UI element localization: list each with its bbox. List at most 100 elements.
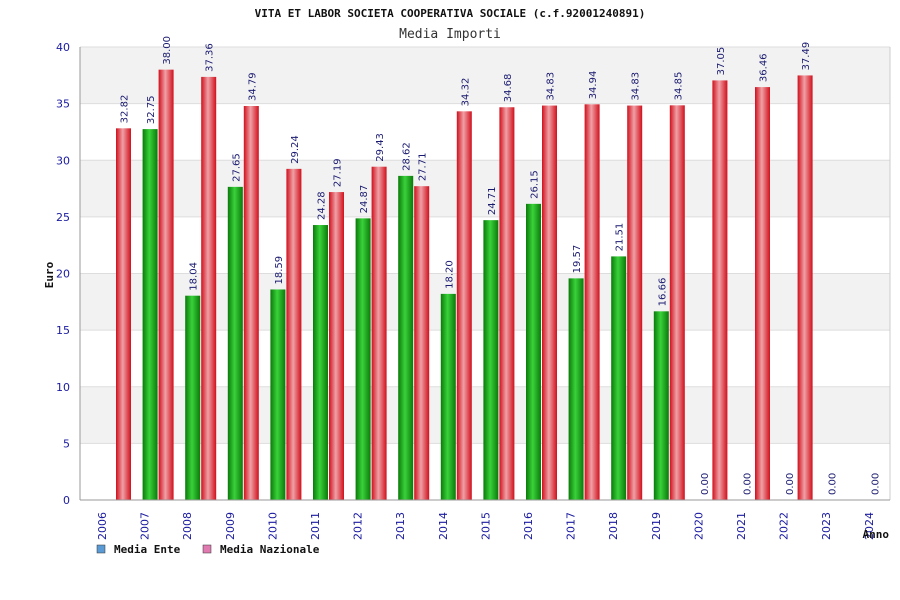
data-label: 0.00	[743, 473, 754, 495]
y-tick-label: 40	[56, 41, 70, 54]
bar-media-ente	[526, 203, 541, 500]
data-label: 29.43	[375, 133, 386, 162]
data-label: 32.82	[120, 95, 131, 124]
data-label: 34.32	[460, 78, 471, 107]
x-tick-label: 2016	[522, 512, 535, 540]
x-tick-label: 2012	[352, 512, 365, 540]
x-tick-label: 2009	[224, 512, 237, 540]
x-tick-label: 2007	[139, 512, 152, 540]
bar-media-ente	[185, 295, 201, 500]
bar-media-ente	[483, 220, 499, 501]
x-tick-label: 2010	[266, 512, 279, 540]
x-tick-label: 2022	[778, 512, 791, 540]
y-axis-label: Euro	[43, 261, 56, 288]
data-label: 26.15	[530, 170, 541, 199]
x-tick-label: 2015	[479, 512, 492, 540]
bar-media-nazionale	[542, 105, 557, 501]
y-tick-label: 0	[63, 494, 70, 507]
data-label: 27.71	[418, 153, 429, 182]
bar-media-ente	[653, 311, 669, 500]
bar-media-nazionale	[456, 111, 472, 501]
y-tick-label: 35	[56, 98, 70, 111]
bar-media-nazionale	[116, 128, 131, 500]
x-tick-label: 2018	[607, 512, 620, 540]
data-label: 29.24	[290, 135, 301, 164]
data-label: 0.00	[828, 473, 839, 495]
data-label: 34.68	[503, 74, 514, 103]
legend-swatch-media-ente	[96, 544, 106, 554]
data-label: 28.62	[402, 142, 413, 171]
data-label: 36.46	[759, 53, 770, 82]
data-label: 27.65	[231, 153, 242, 182]
y-tick-label: 25	[56, 211, 70, 224]
x-axis-label: Anno	[863, 528, 890, 541]
bar-media-nazionale	[329, 192, 344, 501]
legend-swatch-media-nazionale	[202, 544, 212, 554]
data-label: 0.00	[700, 473, 711, 495]
x-tick-label: 2024	[863, 512, 876, 540]
data-label: 16.66	[657, 278, 668, 307]
bar-media-ente	[227, 186, 243, 500]
bar-media-nazionale	[243, 106, 259, 501]
data-label: 27.19	[333, 158, 344, 187]
x-tick-label: 2023	[820, 512, 833, 540]
data-label: 0.00	[870, 473, 881, 495]
bar-media-nazionale	[286, 168, 302, 500]
bar-media-nazionale	[755, 87, 770, 500]
x-tick-label: 2019	[650, 512, 663, 540]
data-label: 37.05	[716, 47, 727, 76]
chart-title: VITA ET LABOR SOCIETA COOPERATIVA SOCIAL…	[255, 7, 646, 20]
bar-media-ente	[355, 218, 371, 501]
bar-media-nazionale	[201, 76, 217, 500]
bar-media-nazionale	[499, 107, 515, 501]
x-tick-label: 2014	[437, 512, 450, 540]
legend-label-media-ente: Media Ente	[114, 543, 181, 556]
bar-media-ente	[398, 175, 414, 501]
x-tick-label: 2008	[181, 512, 194, 540]
x-tick-label: 2006	[96, 512, 109, 540]
bar-media-ente	[313, 225, 328, 501]
bar-media-ente	[440, 293, 456, 500]
bar-media-nazionale	[371, 166, 387, 500]
y-axis-ticks: 0 5 10 15 20 25 30 35 40	[56, 41, 70, 507]
data-label: 21.51	[615, 223, 626, 252]
x-tick-label: 2017	[565, 512, 578, 540]
data-label: 34.85	[673, 72, 684, 101]
x-axis-ticks: 2006 2007 2008 2009 2010 2011 2012 2013 2014 2015…	[96, 512, 876, 540]
data-label: 18.59	[274, 256, 285, 285]
data-label: 38.00	[162, 36, 173, 65]
bar-media-nazionale	[158, 69, 174, 501]
bar-media-nazionale	[414, 186, 430, 500]
legend: Media Ente Media Nazionale	[96, 543, 320, 556]
data-label: 34.79	[247, 72, 258, 101]
data-label: 24.71	[487, 187, 498, 216]
legend-label-media-nazionale: Media Nazionale	[220, 543, 320, 556]
bar-media-nazionale	[627, 105, 643, 501]
x-tick-label: 2020	[692, 512, 705, 540]
data-label: 18.04	[189, 262, 200, 291]
data-label: 0.00	[785, 473, 796, 495]
data-label: 24.28	[317, 191, 328, 220]
data-label: 24.87	[359, 185, 370, 214]
y-tick-label: 20	[56, 268, 70, 281]
data-label: 37.49	[801, 42, 812, 71]
x-tick-label: 2013	[394, 512, 407, 540]
bar-media-nazionale	[797, 75, 813, 500]
bar-media-ente	[270, 289, 286, 500]
data-labels: 32.82 32.75 38.00 18.04 37.36 27.65 34.79 18.59…	[120, 36, 882, 495]
bar-media-ente	[611, 256, 627, 500]
x-tick-label: 2021	[735, 512, 748, 540]
data-label: 18.20	[444, 260, 455, 289]
data-label: 19.57	[572, 245, 583, 274]
y-tick-label: 30	[56, 154, 70, 167]
chart-subtitle: Media Importi	[399, 27, 501, 42]
x-tick-label: 2011	[309, 512, 322, 540]
bar-media-nazionale	[712, 80, 728, 500]
data-label: 32.75	[146, 95, 157, 124]
data-label: 37.36	[205, 43, 216, 72]
data-label: 34.83	[631, 72, 642, 101]
bar-media-nazionale	[669, 105, 685, 500]
data-label: 34.83	[546, 72, 557, 101]
y-tick-label: 15	[56, 324, 70, 337]
